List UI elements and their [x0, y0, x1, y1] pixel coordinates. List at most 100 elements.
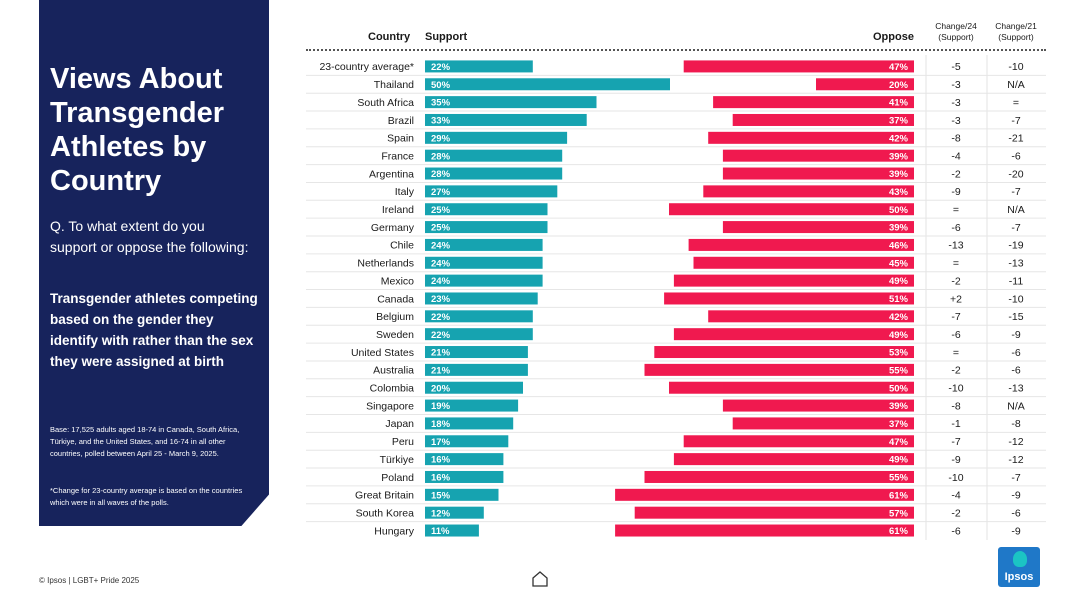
oppose-value: 37%: [889, 116, 909, 127]
change24-value: -10: [948, 383, 963, 395]
support-value: 35%: [431, 98, 451, 109]
country-label: Chile: [390, 240, 414, 252]
oppose-bar: [669, 203, 914, 216]
change21-value: -21: [1008, 133, 1023, 145]
support-bar: [425, 417, 514, 430]
oppose-value: 47%: [889, 62, 909, 73]
support-value: 18%: [431, 419, 451, 430]
logo-text: Ipsos: [1004, 571, 1034, 583]
country-label: Belgium: [376, 311, 414, 323]
change21-value: -10: [1008, 61, 1023, 73]
country-label: Brazil: [388, 115, 414, 127]
oppose-bar: [673, 328, 914, 341]
change24-value: -2: [951, 507, 960, 519]
support-bar: [425, 328, 533, 341]
header-divider: [306, 49, 1046, 51]
oppose-value: 49%: [889, 330, 909, 341]
oppose-value: 50%: [889, 383, 909, 394]
change24-value: -6: [951, 222, 960, 234]
oppose-value: 42%: [889, 133, 909, 144]
change21-value: -6: [1011, 365, 1020, 377]
support-bar: [425, 470, 504, 483]
change21-value: -7: [1011, 186, 1020, 198]
oppose-bar: [644, 470, 914, 483]
oppose-value: 39%: [889, 151, 909, 162]
change24-value: -3: [951, 79, 960, 91]
change24-value: -13: [948, 240, 963, 252]
change21-value: =: [1013, 97, 1019, 109]
survey-topic: Transgender athletes competing based on …: [50, 291, 258, 369]
country-label: Peru: [392, 436, 414, 448]
change24-value: -2: [951, 168, 960, 180]
header-change24: Change/24 (Support): [935, 21, 977, 42]
oppose-value: 42%: [889, 312, 909, 323]
oppose-bar: [615, 488, 914, 501]
change21-value: -6: [1011, 150, 1020, 162]
country-label: Singapore: [366, 400, 414, 412]
support-bar: [425, 221, 548, 234]
oppose-bar: [708, 131, 914, 144]
change21-value: -13: [1008, 258, 1023, 270]
support-value: 28%: [431, 169, 451, 180]
oppose-value: 61%: [889, 490, 909, 501]
support-bar: [425, 238, 543, 251]
oppose-value: 50%: [889, 205, 909, 216]
side-panel: Views About Transgender Athletes by Coun…: [39, 0, 269, 526]
header-support: Support: [425, 31, 468, 43]
change-footnote: *Change for 23-country average is based …: [50, 486, 243, 507]
oppose-value: 49%: [889, 455, 909, 466]
support-bar: [425, 131, 568, 144]
support-value: 28%: [431, 151, 451, 162]
oppose-value: 49%: [889, 276, 909, 287]
change21-value: -9: [1011, 490, 1020, 502]
oppose-value: 41%: [889, 98, 909, 109]
support-value: 33%: [431, 116, 451, 127]
change21-value: -12: [1008, 436, 1023, 448]
support-bar: [425, 96, 597, 109]
oppose-value: 39%: [889, 401, 909, 412]
support-value: 23%: [431, 294, 451, 305]
home-icon[interactable]: [531, 570, 549, 588]
support-value: 21%: [431, 365, 451, 376]
change24-value: +2: [950, 293, 962, 305]
change21-value: N/A: [1007, 400, 1025, 412]
change21-value: -12: [1008, 454, 1023, 466]
support-value: 24%: [431, 258, 451, 269]
oppose-value: 47%: [889, 437, 909, 448]
change24-value: -7: [951, 436, 960, 448]
support-bar: [425, 274, 543, 287]
support-bar: [425, 149, 563, 162]
oppose-value: 39%: [889, 223, 909, 234]
oppose-value: 20%: [889, 80, 909, 91]
support-value: 16%: [431, 455, 451, 466]
diverging-bar-chart: 23-country average* 22% 47% -5 -10 Thailand 50…: [306, 55, 1046, 540]
change21-value: -7: [1011, 115, 1020, 127]
country-label: Mexico: [381, 275, 414, 287]
country-label: Argentina: [369, 168, 414, 180]
change24-value: =: [953, 347, 959, 359]
oppose-bar: [722, 399, 914, 412]
oppose-bar: [722, 149, 914, 162]
support-bar: [425, 292, 538, 305]
support-bar: [425, 506, 484, 519]
support-value: 20%: [431, 383, 451, 394]
support-bar: [425, 60, 533, 73]
support-value: 21%: [431, 348, 451, 359]
change24-value: -3: [951, 115, 960, 127]
oppose-bar: [693, 256, 914, 269]
oppose-bar: [683, 60, 914, 73]
change21-value: N/A: [1007, 204, 1025, 216]
support-value: 22%: [431, 312, 451, 323]
support-value: 27%: [431, 187, 451, 198]
ipsos-logo: Ipsos: [998, 547, 1040, 587]
oppose-bar: [703, 185, 914, 198]
change21-value: -9: [1011, 329, 1020, 341]
change24-value: -6: [951, 525, 960, 537]
change24-value: -4: [951, 490, 960, 502]
oppose-value: 51%: [889, 294, 909, 305]
change21-value: -9: [1011, 525, 1020, 537]
header-oppose: Oppose: [873, 31, 914, 43]
oppose-bar: [722, 167, 914, 180]
country-label: Türkiye: [380, 454, 415, 466]
oppose-value: 46%: [889, 241, 909, 252]
